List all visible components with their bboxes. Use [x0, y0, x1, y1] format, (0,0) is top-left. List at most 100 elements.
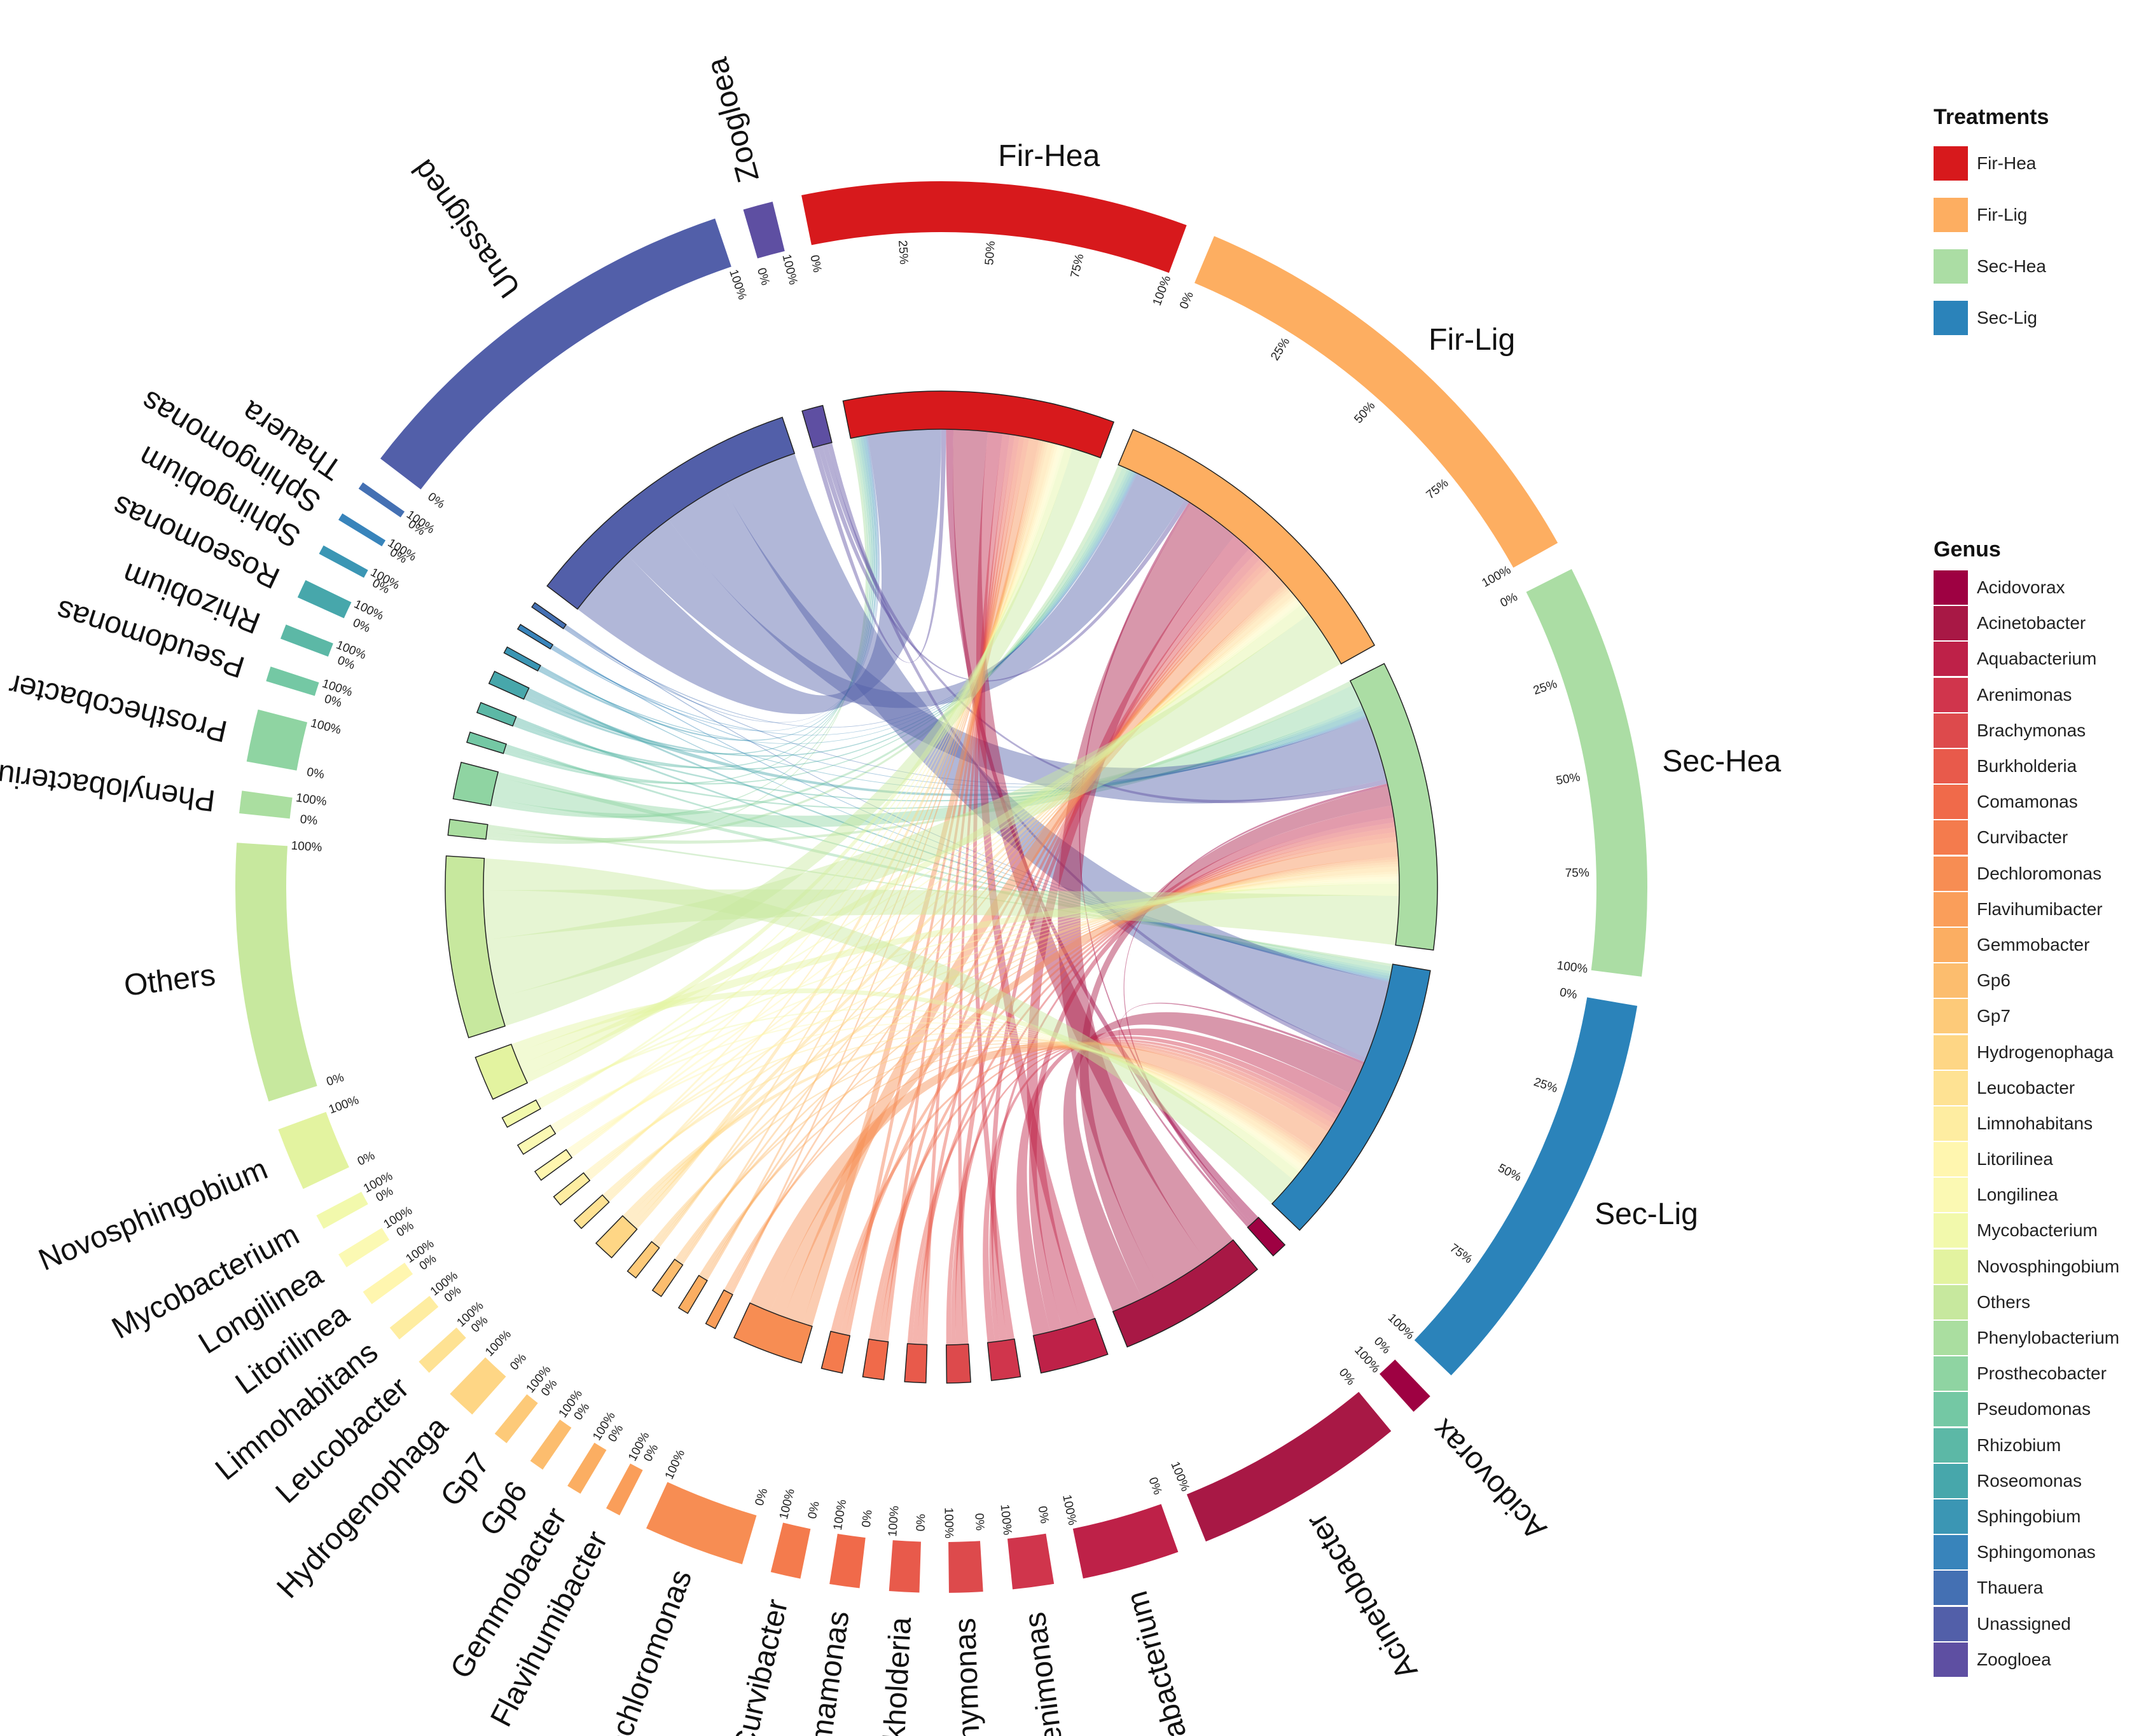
tick-label: 100% [327, 1094, 361, 1117]
legend-genus-swatch [1934, 927, 1968, 962]
legend-genus-swatch [1934, 963, 1968, 998]
tick-label: 25% [1268, 335, 1292, 362]
sector-label-sec-hea: Sec-Hea [1662, 745, 1781, 778]
legend-genus-swatch [1934, 1142, 1968, 1177]
legend-genus-item: Hydrogenophaga [1934, 1034, 2119, 1070]
sector-outer-sphingobium [319, 545, 368, 578]
legend-treatment-swatch [1934, 197, 1968, 232]
sector-label-fir-lig: Fir-Lig [1429, 323, 1515, 357]
sector-outer-rhizobium [280, 624, 333, 657]
sector-inner-gp6 [651, 1258, 684, 1297]
legend-treatment-label: Sec-Lig [1977, 307, 2037, 327]
sector-outer-others [235, 843, 317, 1102]
legend-genus-label: Thauera [1977, 1578, 2044, 1598]
tick-label: 100% [998, 1504, 1014, 1536]
legend-treatment-label: Sec-Hea [1977, 256, 2046, 276]
ribbon-curvibacter-fir-hea [845, 436, 1030, 1336]
sector-inner-sec-lig [1271, 963, 1431, 1231]
legend-genus-swatch [1934, 1463, 1968, 1498]
legend-genus-swatch [1934, 677, 1968, 712]
tick-label: 0% [807, 254, 824, 273]
sector-label-gp6: Gp6 [473, 1475, 534, 1542]
sector-outer-unassigned [380, 218, 731, 490]
sector-label-sec-lig: Sec-Lig [1595, 1197, 1698, 1231]
tick-label: 75% [1565, 866, 1590, 880]
tick-label: 0% [860, 1509, 875, 1528]
legend-treatments-list: Fir-Hea Fir-Lig Sec-Hea Sec-Lig [1934, 137, 2049, 343]
tick-label: 25% [1532, 677, 1559, 698]
sector-inner-brachymonas [945, 1343, 971, 1384]
sector-inner-sec-hea [1349, 663, 1438, 951]
legend-genus-swatch [1934, 1535, 1968, 1570]
legend-genus-label: Comamonas [1977, 792, 2078, 812]
tick-label: 100% [1385, 1311, 1417, 1342]
legend-genus-item: Unassigned [1934, 1606, 2119, 1641]
ribbon-unassigned-fir-hea [577, 429, 941, 715]
legend-treatments: Treatments Fir-Hea Fir-Lig Sec-Hea Sec-Lig [1934, 105, 2049, 343]
legend-genus-swatch [1934, 1356, 1968, 1391]
tick-label: 0% [1558, 986, 1578, 1002]
tick-label: 100% [726, 268, 749, 301]
sector-label-prosthecobacter: Prosthecobacter [6, 668, 230, 748]
ribbon-others-fir-lig [486, 614, 1341, 998]
sector-label-acidovorax: Acidovorax [1425, 1412, 1553, 1546]
legend-genus-title: Genus [1934, 537, 2001, 561]
legend-genus-item: Burkholderia [1934, 748, 2119, 784]
sector-inner-fir-lig [1118, 429, 1376, 665]
tick-label: 100% [779, 253, 800, 286]
tick-label: 100% [1060, 1494, 1079, 1527]
sector-outer-sphingomonas [338, 513, 386, 547]
sector-outer-gp7 [494, 1394, 538, 1443]
legend-genus-swatch [1934, 1321, 1968, 1356]
sector-inner-flavihumibacter [705, 1289, 733, 1330]
tick-label: 100% [483, 1328, 514, 1360]
legend-treatment-swatch [1934, 146, 1968, 181]
sector-inner-gemmobacter [677, 1274, 708, 1314]
sector-inner-aquabacterium [1032, 1318, 1109, 1374]
tick-label: 50% [1496, 1161, 1524, 1184]
tick-label: 0% [325, 1071, 346, 1089]
tick-label: 75% [1424, 476, 1451, 502]
chord-ribbons [483, 429, 1399, 1345]
sector-outer-litorilinea [363, 1262, 413, 1304]
tick-label: 0% [356, 1149, 377, 1169]
legend-treatment-label: Fir-Hea [1977, 153, 2037, 173]
legend-genus-swatch [1934, 1106, 1968, 1141]
legend-genus-label: Unassigned [1977, 1613, 2071, 1634]
sector-label-others: Others [122, 958, 217, 1003]
legend-genus-swatch [1934, 1571, 1968, 1606]
legend-genus-item: Acinetobacter [1934, 605, 2119, 641]
legend-genus-item: Novosphingobium [1934, 1249, 2119, 1285]
legend-genus-label: Curvibacter [1977, 827, 2068, 848]
legend-genus-item: Zoogloea [1934, 1642, 2119, 1677]
sector-label-phenylobacterium: Phenylobacterium [0, 755, 217, 818]
legend-treatment-swatch [1934, 300, 1968, 335]
sector-inner-rhizobium [476, 701, 517, 727]
sector-outer-gp6 [530, 1419, 572, 1470]
ribbon-unassigned-fir-lig [627, 473, 1186, 708]
sector-outer-fir-hea [801, 181, 1187, 273]
sector-inner-litorilinea [534, 1148, 573, 1181]
legend-genus-label: Arenimonas [1977, 684, 2072, 705]
sector-outer-flavihumibacter [606, 1463, 643, 1516]
sector-inner-limnohabitans [553, 1172, 591, 1206]
legend-treatment-item: Sec-Lig [1934, 292, 2049, 343]
tick-label: 25% [1532, 1075, 1560, 1096]
legend-genus-swatch [1934, 1499, 1968, 1534]
tick-label: 0% [306, 766, 326, 782]
sector-inner-burkholderia [904, 1343, 928, 1384]
ribbon-phenylobacterium-sec-lig [487, 824, 1393, 967]
legend-genus-label: Roseomonas [1977, 1470, 2082, 1491]
sector-label-unassigned: Unassigned [406, 153, 527, 304]
ribbon-others-sec-hea [483, 889, 1399, 946]
legend-genus-label: Rhizobium [1977, 1435, 2061, 1455]
sector-inner-leucobacter [573, 1194, 610, 1229]
tick-label: 50% [1555, 771, 1581, 788]
legend-genus-label: Phenylobacterium [1977, 1328, 2120, 1348]
legend-treatment-item: Fir-Lig [1934, 189, 2049, 240]
tick-label: 0% [350, 616, 372, 635]
legend-genus-label: Sphingobium [1977, 1506, 2081, 1526]
legend-genus-swatch [1934, 570, 1968, 605]
tick-label: 75% [1447, 1241, 1474, 1266]
tick-label: 50% [983, 240, 998, 266]
